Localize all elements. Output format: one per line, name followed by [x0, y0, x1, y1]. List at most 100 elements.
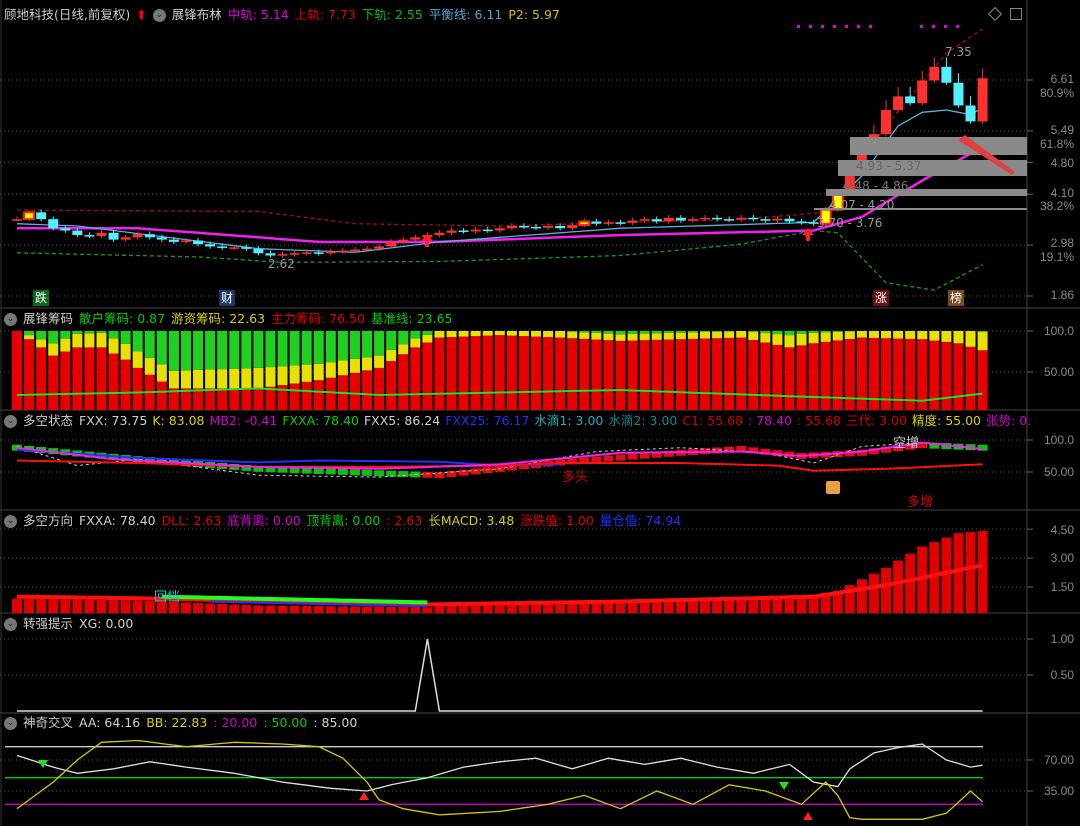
- indicator-name[interactable]: 展锋布林: [171, 7, 222, 22]
- direction-bar: [591, 600, 602, 613]
- indicator-value: : 78.40: [748, 413, 793, 428]
- indicator-name[interactable]: 转强提示: [23, 616, 74, 631]
- xg-line: [17, 638, 983, 712]
- chevron-down-icon[interactable]: ⌄: [4, 514, 17, 528]
- hot-money-bar: [941, 331, 952, 342]
- candle: [881, 110, 892, 135]
- main-force-bar: [941, 341, 952, 410]
- indicator-name[interactable]: 神奇交叉: [23, 715, 74, 730]
- stock-title[interactable]: 顾地科技(日线,前复权): [4, 7, 131, 22]
- chevron-down-icon[interactable]: ⌄: [152, 8, 166, 22]
- signal-dot: [869, 25, 872, 28]
- candle: [132, 234, 143, 238]
- state-block: [386, 470, 397, 477]
- indicator-values: 中轨: 5.14 上轨: 7.73 下轨: 2.55 平衡线: 6.11 P2: 5.9…: [228, 6, 560, 24]
- state-block: [615, 454, 626, 461]
- fib-zone: [850, 137, 1027, 155]
- direction-bar: [398, 607, 409, 613]
- direction-bar: [325, 606, 336, 613]
- candle: [144, 234, 155, 238]
- retail-bar: [168, 331, 179, 371]
- fib-label: 4.07 - 4.20: [829, 198, 894, 212]
- indicator-name[interactable]: 多空状态: [23, 413, 74, 428]
- indicator-name[interactable]: 展锋筹码: [23, 311, 74, 326]
- hot-money-bar: [893, 331, 904, 339]
- main-force-bar: [156, 381, 167, 410]
- retail-bar: [386, 331, 397, 350]
- hot-money-bar: [772, 334, 783, 345]
- main-force-bar: [374, 367, 385, 410]
- chevron-down-icon[interactable]: ⌄: [4, 617, 17, 631]
- direction-bar: [349, 606, 360, 613]
- hot-money-bar: [868, 331, 879, 338]
- direction-bar: [205, 603, 216, 613]
- direction-bar: [772, 597, 783, 613]
- indicator-values: FXX: 73.75 K: 83.08 MB2: -0.41 FXXA: 78.40 F…: [79, 412, 1031, 430]
- candle: [941, 66, 952, 83]
- state-block: [603, 455, 614, 462]
- down-arrow-icon: [779, 782, 789, 790]
- direction-bar: [458, 603, 469, 613]
- main-force-bar: [712, 338, 723, 410]
- hot-money-bar: [217, 369, 228, 389]
- candle: [784, 218, 795, 222]
- indicator-values: FXXA: 78.40 DLL: 2.63 底背离: 0.00 顶背离: 0.00: …: [79, 512, 681, 530]
- indicator-name[interactable]: 多空方向: [23, 513, 74, 528]
- c1-line: [16, 459, 983, 472]
- main-force-bar: [687, 338, 698, 410]
- candle: [699, 217, 710, 220]
- marker-rise[interactable]: 涨: [873, 290, 890, 306]
- annotation-short-increase: 空增: [893, 436, 919, 451]
- retail-bar: [808, 331, 819, 333]
- direction-bar: [675, 599, 686, 613]
- indicator-values: 散户筹码: 0.87 游资筹码: 22.63 主力筹码: 76.50 基准线: 23.…: [79, 310, 452, 328]
- retail-bar: [277, 331, 288, 367]
- indicator-value: FXX5: 86.24: [363, 413, 441, 428]
- retail-bar: [687, 331, 698, 333]
- axis-label: 100.0: [1043, 324, 1074, 338]
- direction-bar: [603, 600, 614, 613]
- retail-bar: [639, 331, 650, 334]
- hot-money-bar: [675, 332, 686, 340]
- indicator-value: 基准线: 23.65: [371, 311, 453, 326]
- state-header: ⌄ 多空状态 FXX: 73.75 K: 83.08 MB2: -0.41 FXXA:…: [4, 412, 1031, 430]
- hot-money-bar: [603, 333, 614, 341]
- signal-dot: [821, 25, 824, 28]
- retail-bar: [120, 331, 131, 344]
- marker-finance[interactable]: 财: [219, 290, 236, 306]
- chevron-down-icon[interactable]: ⌄: [4, 716, 17, 730]
- state-block: [458, 469, 469, 476]
- axis-label: 4.50: [1050, 523, 1074, 537]
- chevron-down-icon[interactable]: ⌄: [4, 414, 17, 428]
- marker-fall[interactable]: 跌: [33, 290, 50, 306]
- retail-bar: [193, 331, 204, 370]
- direction-bar: [132, 600, 143, 613]
- direction-bar: [832, 590, 843, 613]
- signal-dot: [944, 25, 947, 28]
- maximize-icon[interactable]: [1010, 8, 1022, 20]
- direction-bar: [374, 606, 385, 613]
- axis-label: 2.98: [1050, 236, 1074, 250]
- hot-money-bar: [712, 331, 723, 339]
- chip-panel: [0, 330, 1033, 410]
- indicator-value: C1: 55.68: [682, 413, 744, 428]
- main-force-bar: [663, 339, 674, 410]
- retail-bar: [241, 331, 252, 369]
- state-block: [881, 446, 892, 453]
- main-force-bar: [748, 340, 759, 410]
- candle: [639, 219, 650, 221]
- direction-bar: [362, 606, 373, 613]
- direction-bar: [229, 604, 240, 613]
- indicator-value: 底背离: 0.00: [227, 513, 301, 528]
- retail-bar: [748, 331, 759, 333]
- marker-ranking[interactable]: 榜: [948, 290, 965, 306]
- main-force-bar: [724, 337, 735, 410]
- candle: [205, 244, 216, 247]
- direction-bar: [929, 542, 940, 613]
- main-force-bar: [820, 341, 831, 410]
- hot-money-bar: [591, 332, 602, 340]
- chevron-down-icon[interactable]: ⌄: [4, 312, 17, 326]
- signal-dot: [797, 25, 800, 28]
- indicator-value: 水滴2: 3.00: [608, 413, 678, 428]
- bb-line: [16, 739, 984, 820]
